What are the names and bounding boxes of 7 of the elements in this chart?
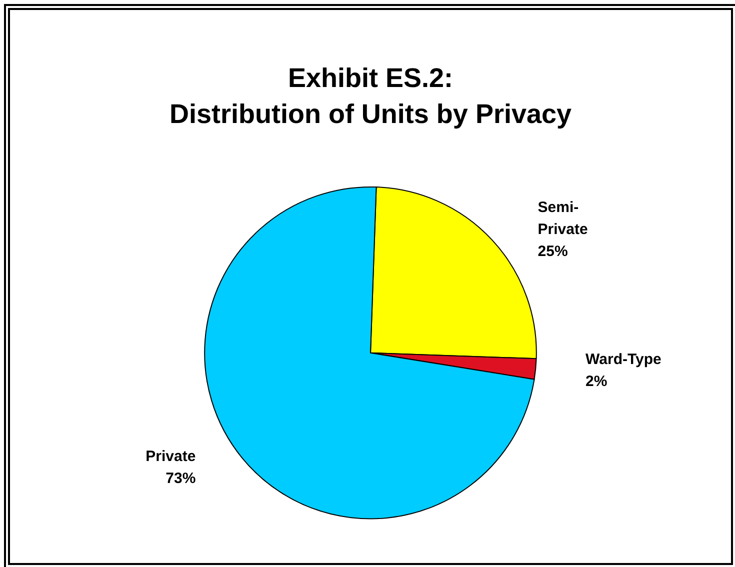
slice-label: Ward-Type (586, 351, 662, 368)
data-label: 2% (586, 373, 608, 390)
data-label: 25% (538, 242, 568, 260)
chart-title: Exhibit ES.2: Distribution of Units by Privacy (169, 63, 572, 129)
slice-label: Semi-Private (538, 198, 588, 238)
slice-label: Private (146, 448, 196, 466)
data-label: 73% (166, 470, 196, 488)
